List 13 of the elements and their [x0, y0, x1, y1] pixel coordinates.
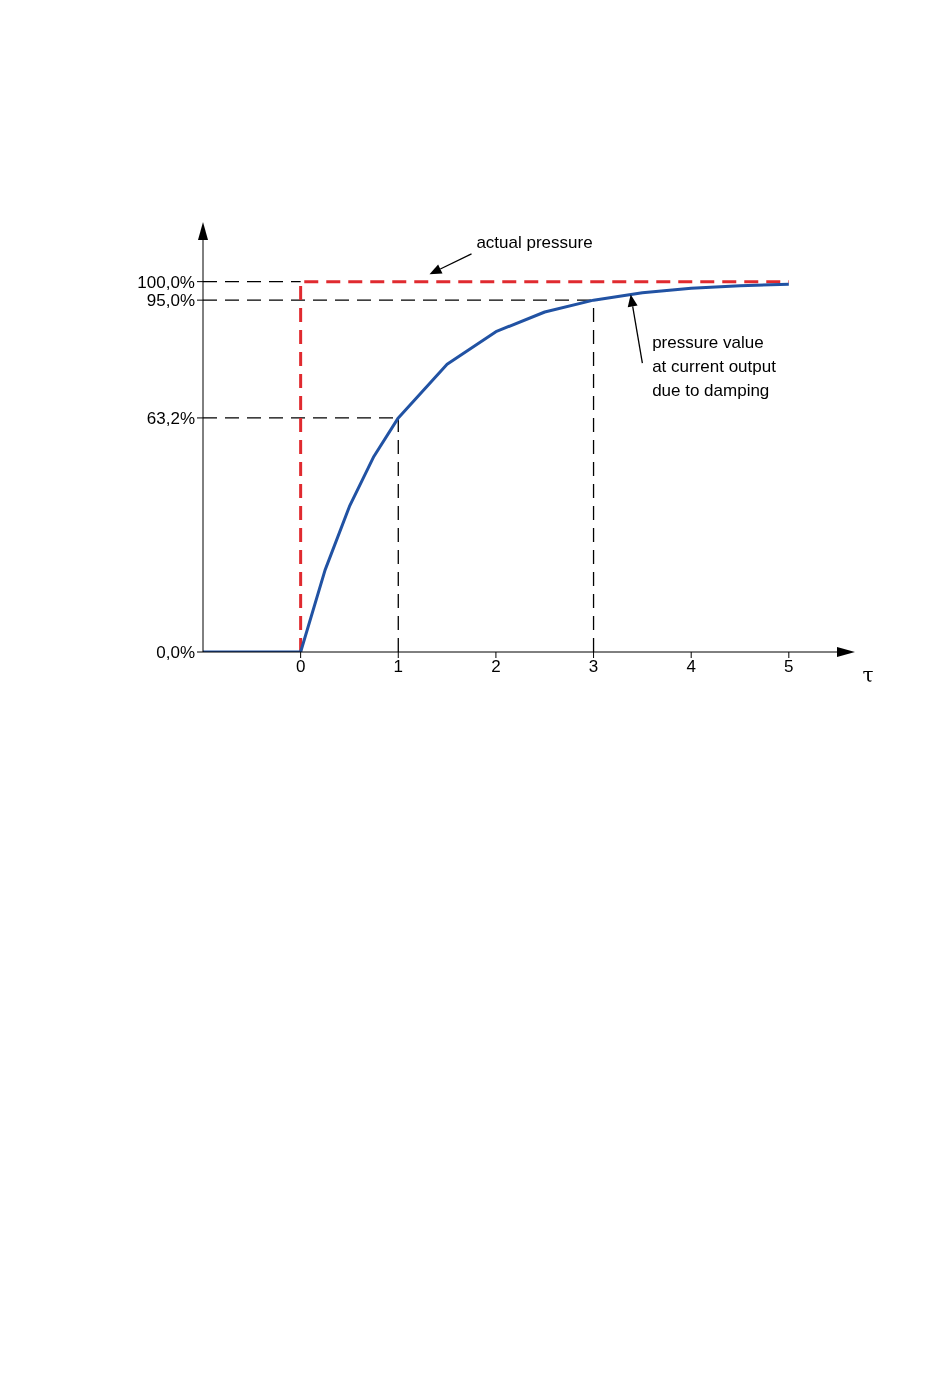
y-tick-label: 63,2% [146, 408, 195, 428]
y-tick-label: 95,0% [146, 291, 195, 311]
x-tick-label: 1 [393, 657, 404, 677]
x-tick-label: 2 [491, 657, 501, 677]
x-axis-title: τ [862, 663, 874, 687]
text: pressure value at current output due to damping [652, 333, 777, 401]
x-tick-label: 4 [686, 657, 696, 677]
series-label: actual pressure [476, 233, 593, 253]
x-tick-label: 3 [588, 657, 599, 677]
x-tick-label: 0 [295, 657, 306, 677]
y-tick-label: 0,0% [156, 643, 195, 663]
y-tick-label: 100,0% [137, 272, 195, 292]
x-tick-label: 5 [784, 657, 794, 677]
